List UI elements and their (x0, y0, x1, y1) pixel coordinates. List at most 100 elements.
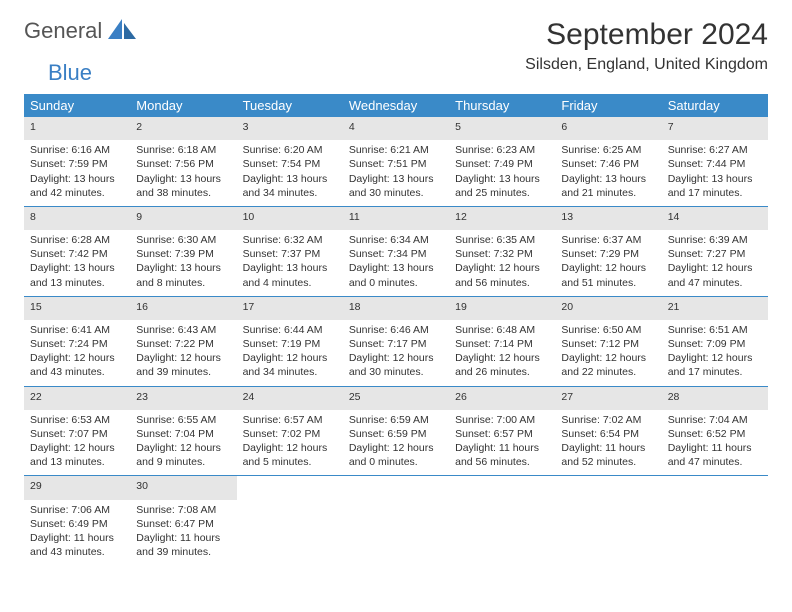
calendar-row: Sunrise: 7:06 AMSunset: 6:49 PMDaylight:… (24, 500, 768, 566)
daylight-text: Daylight: 13 hours and 8 minutes. (136, 261, 230, 289)
sunrise-text: Sunrise: 6:23 AM (455, 143, 549, 157)
sunrise-text: Sunrise: 6:39 AM (668, 233, 762, 247)
day-cell: Sunrise: 6:53 AMSunset: 7:07 PMDaylight:… (24, 410, 130, 476)
sunrise-text: Sunrise: 6:59 AM (349, 413, 443, 427)
daylight-text: Daylight: 13 hours and 21 minutes. (561, 172, 655, 200)
daylight-text: Daylight: 12 hours and 17 minutes. (668, 351, 762, 379)
calendar-row: Sunrise: 6:28 AMSunset: 7:42 PMDaylight:… (24, 230, 768, 296)
sunrise-text: Sunrise: 6:34 AM (349, 233, 443, 247)
sunset-text: Sunset: 7:07 PM (30, 427, 124, 441)
daylight-text: Daylight: 12 hours and 47 minutes. (668, 261, 762, 289)
day-cell: Sunrise: 6:43 AMSunset: 7:22 PMDaylight:… (130, 320, 236, 386)
sunset-text: Sunset: 7:02 PM (243, 427, 337, 441)
weekday-header: Sunday (24, 94, 130, 117)
day-cell: Sunrise: 6:23 AMSunset: 7:49 PMDaylight:… (449, 140, 555, 206)
daylight-text: Daylight: 12 hours and 13 minutes. (30, 441, 124, 469)
day-number: 24 (237, 386, 343, 410)
daynum-row: 2930 (24, 476, 768, 500)
day-cell: Sunrise: 6:35 AMSunset: 7:32 PMDaylight:… (449, 230, 555, 296)
daylight-text: Daylight: 12 hours and 30 minutes. (349, 351, 443, 379)
sunrise-text: Sunrise: 6:18 AM (136, 143, 230, 157)
sunset-text: Sunset: 7:19 PM (243, 337, 337, 351)
sunset-text: Sunset: 7:42 PM (30, 247, 124, 261)
sunset-text: Sunset: 7:14 PM (455, 337, 549, 351)
day-cell: Sunrise: 6:34 AMSunset: 7:34 PMDaylight:… (343, 230, 449, 296)
sunset-text: Sunset: 7:54 PM (243, 157, 337, 171)
calendar-row: Sunrise: 6:53 AMSunset: 7:07 PMDaylight:… (24, 410, 768, 476)
sunrise-text: Sunrise: 6:55 AM (136, 413, 230, 427)
day-number: 29 (24, 476, 130, 500)
sunrise-text: Sunrise: 6:44 AM (243, 323, 337, 337)
day-cell: Sunrise: 6:28 AMSunset: 7:42 PMDaylight:… (24, 230, 130, 296)
day-cell: Sunrise: 6:57 AMSunset: 7:02 PMDaylight:… (237, 410, 343, 476)
daylight-text: Daylight: 12 hours and 51 minutes. (561, 261, 655, 289)
daylight-text: Daylight: 12 hours and 39 minutes. (136, 351, 230, 379)
calendar-row: Sunrise: 6:16 AMSunset: 7:59 PMDaylight:… (24, 140, 768, 206)
calendar-row: Sunrise: 6:41 AMSunset: 7:24 PMDaylight:… (24, 320, 768, 386)
day-number (343, 476, 449, 500)
sunrise-text: Sunrise: 6:57 AM (243, 413, 337, 427)
day-cell (343, 500, 449, 566)
sunrise-text: Sunrise: 6:50 AM (561, 323, 655, 337)
daylight-text: Daylight: 12 hours and 0 minutes. (349, 441, 443, 469)
day-number: 1 (24, 117, 130, 140)
daylight-text: Daylight: 11 hours and 56 minutes. (455, 441, 549, 469)
day-cell: Sunrise: 6:30 AMSunset: 7:39 PMDaylight:… (130, 230, 236, 296)
day-number: 17 (237, 296, 343, 320)
day-number: 23 (130, 386, 236, 410)
day-number: 12 (449, 206, 555, 230)
weekday-header: Thursday (449, 94, 555, 117)
daylight-text: Daylight: 12 hours and 56 minutes. (455, 261, 549, 289)
sunset-text: Sunset: 7:12 PM (561, 337, 655, 351)
daylight-text: Daylight: 11 hours and 52 minutes. (561, 441, 655, 469)
sunset-text: Sunset: 7:49 PM (455, 157, 549, 171)
day-number: 6 (555, 117, 661, 140)
daylight-text: Daylight: 13 hours and 4 minutes. (243, 261, 337, 289)
sunset-text: Sunset: 6:54 PM (561, 427, 655, 441)
day-number (237, 476, 343, 500)
day-cell: Sunrise: 6:27 AMSunset: 7:44 PMDaylight:… (662, 140, 768, 206)
day-number (555, 476, 661, 500)
day-number: 8 (24, 206, 130, 230)
sunset-text: Sunset: 6:49 PM (30, 517, 124, 531)
daynum-row: 1234567 (24, 117, 768, 140)
daylight-text: Daylight: 13 hours and 17 minutes. (668, 172, 762, 200)
sunrise-text: Sunrise: 6:21 AM (349, 143, 443, 157)
logo-text-general: General (24, 18, 102, 44)
day-number: 11 (343, 206, 449, 230)
weekday-header: Tuesday (237, 94, 343, 117)
daylight-text: Daylight: 13 hours and 38 minutes. (136, 172, 230, 200)
day-number: 14 (662, 206, 768, 230)
day-number: 18 (343, 296, 449, 320)
sunset-text: Sunset: 7:44 PM (668, 157, 762, 171)
daylight-text: Daylight: 11 hours and 39 minutes. (136, 531, 230, 559)
sunrise-text: Sunrise: 6:30 AM (136, 233, 230, 247)
sunset-text: Sunset: 6:47 PM (136, 517, 230, 531)
weekday-header: Wednesday (343, 94, 449, 117)
sunset-text: Sunset: 6:52 PM (668, 427, 762, 441)
day-number: 7 (662, 117, 768, 140)
day-number: 20 (555, 296, 661, 320)
day-cell (662, 500, 768, 566)
daylight-text: Daylight: 13 hours and 25 minutes. (455, 172, 549, 200)
sunset-text: Sunset: 6:57 PM (455, 427, 549, 441)
day-cell: Sunrise: 6:44 AMSunset: 7:19 PMDaylight:… (237, 320, 343, 386)
sunset-text: Sunset: 7:56 PM (136, 157, 230, 171)
day-cell: Sunrise: 6:37 AMSunset: 7:29 PMDaylight:… (555, 230, 661, 296)
sunset-text: Sunset: 7:22 PM (136, 337, 230, 351)
calendar-table: Sunday Monday Tuesday Wednesday Thursday… (24, 94, 768, 565)
sunset-text: Sunset: 7:37 PM (243, 247, 337, 261)
sunrise-text: Sunrise: 6:25 AM (561, 143, 655, 157)
day-number (662, 476, 768, 500)
sunrise-text: Sunrise: 6:48 AM (455, 323, 549, 337)
day-cell (449, 500, 555, 566)
daylight-text: Daylight: 12 hours and 9 minutes. (136, 441, 230, 469)
day-number: 2 (130, 117, 236, 140)
daylight-text: Daylight: 11 hours and 47 minutes. (668, 441, 762, 469)
day-cell: Sunrise: 6:20 AMSunset: 7:54 PMDaylight:… (237, 140, 343, 206)
sunset-text: Sunset: 7:29 PM (561, 247, 655, 261)
sunset-text: Sunset: 7:59 PM (30, 157, 124, 171)
day-cell: Sunrise: 6:16 AMSunset: 7:59 PMDaylight:… (24, 140, 130, 206)
day-cell: Sunrise: 6:25 AMSunset: 7:46 PMDaylight:… (555, 140, 661, 206)
day-cell: Sunrise: 6:51 AMSunset: 7:09 PMDaylight:… (662, 320, 768, 386)
